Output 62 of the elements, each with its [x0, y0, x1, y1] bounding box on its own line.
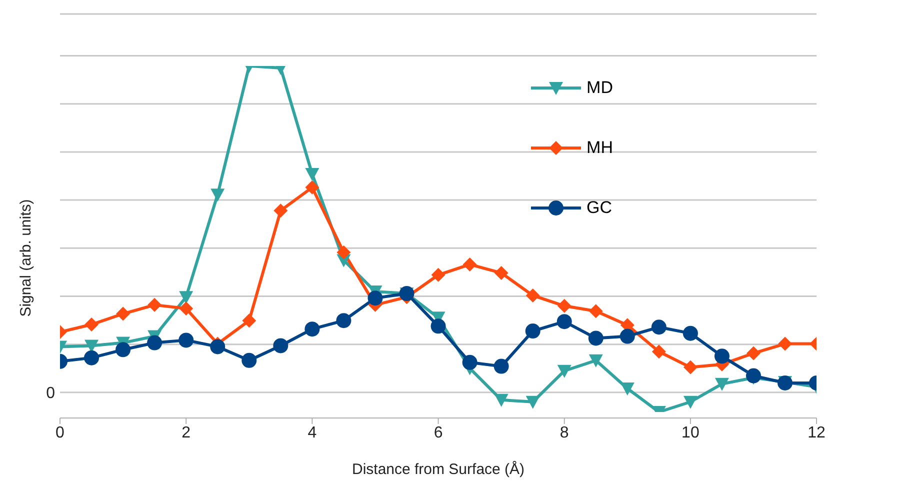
point	[620, 382, 634, 396]
point	[683, 396, 698, 409]
point	[652, 344, 666, 359]
point	[494, 358, 509, 374]
point	[242, 352, 257, 368]
point	[430, 318, 446, 334]
point	[557, 364, 572, 378]
point	[368, 290, 383, 306]
point	[305, 168, 320, 182]
point	[210, 339, 226, 354]
point	[682, 326, 698, 341]
point	[746, 346, 760, 360]
point	[179, 291, 194, 304]
point	[778, 336, 792, 351]
point	[147, 335, 162, 350]
point	[274, 204, 288, 218]
point	[494, 394, 508, 407]
point	[620, 328, 635, 344]
point	[305, 180, 320, 194]
text: 0	[46, 385, 56, 402]
point	[526, 396, 540, 409]
point	[336, 245, 351, 260]
legend-label: MH	[586, 138, 613, 158]
point	[210, 188, 225, 202]
point	[556, 314, 572, 330]
point	[526, 288, 540, 302]
point	[588, 354, 603, 368]
x-axis-title: Distance from Surface (Å)	[352, 460, 525, 478]
x-tick-label: 6	[434, 424, 443, 442]
x-tick-label: 10	[682, 424, 700, 442]
point	[525, 324, 540, 339]
point	[462, 257, 477, 272]
point	[714, 378, 729, 391]
x-tick-label: 12	[808, 424, 826, 442]
y-axis-title: Signal (arb. units)	[18, 199, 34, 317]
point	[304, 322, 320, 337]
x-tick-label: 0	[56, 424, 65, 442]
point	[588, 330, 604, 346]
point	[494, 266, 508, 280]
point	[431, 268, 446, 282]
point	[116, 306, 130, 321]
point	[148, 298, 162, 312]
point	[588, 304, 603, 318]
x-tick-label: 2	[182, 424, 191, 442]
point	[178, 332, 194, 348]
point	[462, 354, 478, 370]
x-tick-label: 8	[560, 424, 569, 442]
point	[116, 342, 131, 358]
point	[651, 320, 666, 335]
point	[714, 348, 730, 364]
x-tick-label: 4	[308, 424, 317, 442]
legend-label: GC	[586, 198, 612, 218]
point	[746, 368, 761, 384]
point	[242, 314, 256, 328]
point	[273, 338, 288, 354]
point	[683, 360, 698, 374]
point	[557, 298, 572, 313]
legend-label: MD	[586, 78, 613, 98]
point	[336, 313, 352, 328]
point	[84, 350, 100, 366]
point	[84, 318, 99, 332]
point	[179, 302, 194, 316]
